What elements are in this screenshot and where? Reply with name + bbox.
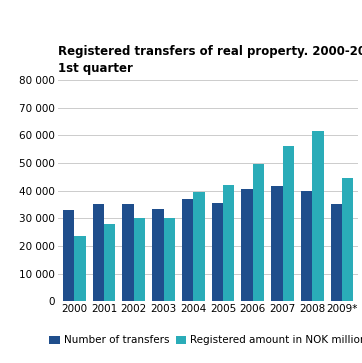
Bar [193, 192, 205, 301]
Bar [74, 236, 85, 301]
Bar [301, 191, 312, 301]
Bar [271, 187, 282, 301]
Bar [342, 178, 353, 301]
Bar [312, 131, 324, 301]
Bar [63, 210, 74, 301]
Bar [134, 218, 145, 301]
Bar [241, 189, 253, 301]
Legend: Number of transfers, Registered amount in NOK million: Number of transfers, Registered amount i… [50, 335, 362, 345]
Bar [331, 204, 342, 301]
Bar [282, 146, 294, 301]
Bar [122, 204, 134, 301]
Bar [223, 185, 234, 301]
Bar [182, 199, 193, 301]
Bar [212, 203, 223, 301]
Bar [93, 204, 104, 301]
Bar [104, 224, 115, 301]
Text: Registered transfers of real property. 2000-2009*
1st quarter: Registered transfers of real property. 2… [58, 45, 362, 74]
Bar [253, 164, 264, 301]
Bar [152, 209, 164, 301]
Bar [164, 218, 175, 301]
